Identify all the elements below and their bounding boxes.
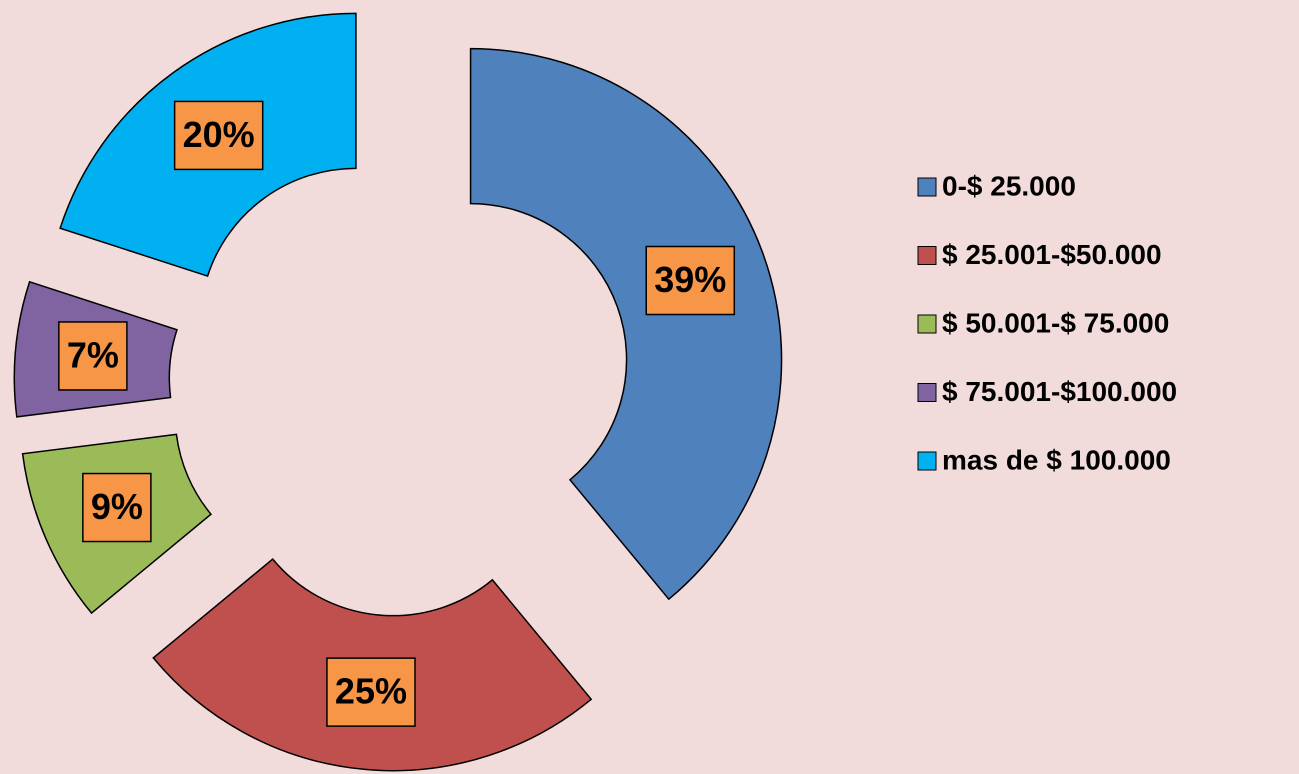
label-text: 39%	[654, 259, 726, 300]
label-text: 20%	[183, 114, 255, 155]
slice	[469, 47, 783, 601]
label-text: 25%	[335, 671, 407, 712]
legend-label: 0-$ 25.000	[942, 170, 1076, 201]
data-label: 9%	[82, 472, 152, 543]
label-text: 7%	[67, 334, 119, 375]
data-label: 7%	[58, 321, 128, 391]
label-box	[58, 321, 128, 391]
label-box	[645, 245, 736, 316]
legend-swatch	[917, 451, 937, 471]
legend-swatch	[917, 383, 937, 402]
legend-label: mas de $ 100.000	[942, 444, 1171, 475]
legend-label: $ 50.001-$ 75.000	[942, 307, 1169, 338]
legend-label: $ 75.001-$100.000	[942, 376, 1177, 407]
data-label: 25%	[326, 657, 416, 727]
label-box	[173, 100, 264, 171]
label-box	[326, 657, 416, 727]
data-label: 20%	[173, 100, 264, 171]
label-text: 9%	[91, 486, 143, 527]
legend-swatch	[917, 177, 937, 197]
data-label: 39%	[645, 245, 736, 316]
legend-swatch	[917, 314, 937, 334]
label-box	[82, 472, 152, 543]
legend-label: $ 25.001-$50.000	[942, 239, 1162, 270]
legend-swatch	[917, 246, 937, 265]
